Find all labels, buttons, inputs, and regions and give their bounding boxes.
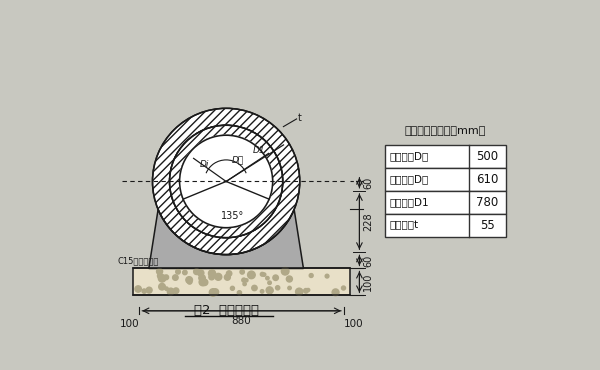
Circle shape: [230, 286, 235, 290]
Circle shape: [248, 271, 255, 279]
Circle shape: [332, 289, 339, 296]
Circle shape: [252, 285, 257, 291]
Circle shape: [199, 279, 206, 286]
Text: 60: 60: [364, 254, 373, 266]
Circle shape: [304, 289, 308, 293]
Circle shape: [142, 289, 146, 293]
Circle shape: [179, 135, 272, 228]
Text: 55: 55: [480, 219, 494, 232]
Circle shape: [209, 289, 217, 296]
Circle shape: [224, 274, 230, 280]
Circle shape: [157, 269, 163, 275]
Text: 60: 60: [364, 176, 373, 189]
Circle shape: [238, 291, 242, 295]
Circle shape: [176, 269, 181, 274]
Circle shape: [266, 276, 269, 280]
Bar: [385, 191, 506, 214]
Circle shape: [194, 269, 200, 275]
Circle shape: [245, 279, 248, 282]
Circle shape: [187, 280, 192, 284]
Text: 100: 100: [364, 273, 373, 291]
Circle shape: [159, 283, 166, 290]
Text: 承口外径D1: 承口外径D1: [389, 197, 429, 207]
Circle shape: [173, 275, 178, 280]
Polygon shape: [149, 209, 304, 269]
Text: t: t: [298, 113, 302, 123]
Wedge shape: [170, 125, 283, 238]
Circle shape: [157, 273, 163, 278]
Bar: [385, 168, 506, 191]
Circle shape: [309, 273, 313, 278]
Bar: [133, 269, 350, 295]
Circle shape: [212, 289, 218, 295]
Text: 100: 100: [119, 319, 139, 329]
Circle shape: [268, 281, 271, 285]
Circle shape: [286, 276, 292, 282]
Circle shape: [197, 270, 204, 276]
Circle shape: [268, 288, 273, 293]
Circle shape: [208, 270, 215, 277]
Text: 100: 100: [344, 319, 364, 329]
Circle shape: [173, 288, 179, 293]
Circle shape: [243, 282, 246, 286]
Text: D外: D外: [232, 155, 244, 164]
Text: D1: D1: [253, 146, 265, 155]
Circle shape: [296, 288, 303, 295]
Circle shape: [260, 272, 264, 276]
Circle shape: [275, 286, 280, 290]
Circle shape: [202, 279, 208, 286]
Circle shape: [341, 286, 346, 290]
Text: 135°: 135°: [221, 211, 244, 221]
Text: 插口外径D外: 插口外径D外: [389, 174, 429, 184]
Text: Di: Di: [200, 160, 209, 169]
Text: 公称内径D内: 公称内径D内: [389, 151, 429, 161]
Circle shape: [281, 268, 289, 275]
Circle shape: [288, 286, 291, 290]
Circle shape: [262, 273, 266, 276]
Circle shape: [242, 278, 246, 282]
Circle shape: [260, 290, 264, 293]
Circle shape: [165, 287, 168, 290]
Text: 500: 500: [476, 149, 499, 162]
Circle shape: [186, 277, 193, 283]
Text: 228: 228: [364, 212, 373, 231]
Circle shape: [240, 270, 244, 274]
Circle shape: [325, 274, 329, 278]
Circle shape: [158, 275, 166, 282]
Circle shape: [209, 274, 214, 280]
Circle shape: [182, 270, 187, 275]
Circle shape: [167, 288, 174, 295]
Bar: [385, 145, 506, 168]
Text: 图2  管道基础图: 图2 管道基础图: [194, 303, 259, 317]
Wedge shape: [152, 108, 300, 255]
Circle shape: [215, 273, 222, 280]
Circle shape: [307, 289, 310, 292]
Text: C15混凝土垫层: C15混凝土垫层: [118, 256, 159, 265]
Circle shape: [266, 287, 273, 294]
Circle shape: [135, 286, 142, 292]
Text: 管壁厚度t: 管壁厚度t: [389, 221, 419, 231]
Circle shape: [273, 275, 278, 280]
Text: 780: 780: [476, 196, 499, 209]
Text: 610: 610: [476, 173, 499, 186]
Circle shape: [199, 275, 205, 281]
Circle shape: [146, 287, 152, 293]
Text: 880: 880: [232, 316, 251, 326]
Circle shape: [164, 275, 169, 280]
Text: 基础尺寸参数表（mm）: 基础尺寸参数表（mm）: [405, 126, 486, 136]
Bar: [385, 214, 506, 237]
Circle shape: [226, 271, 232, 276]
